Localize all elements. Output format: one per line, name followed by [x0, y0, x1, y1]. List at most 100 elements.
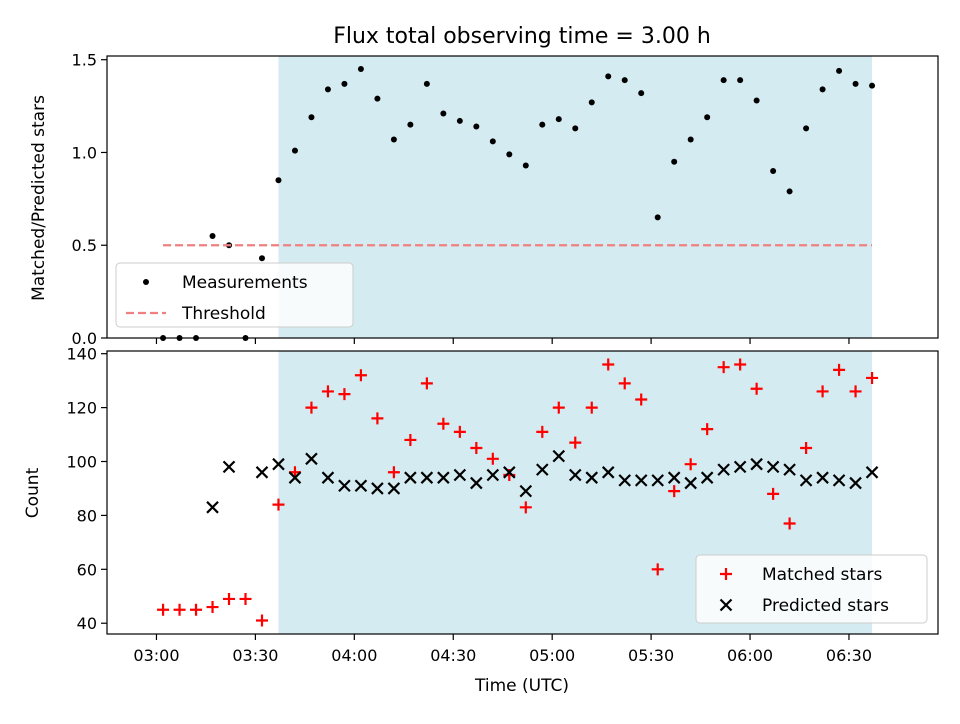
matched-stars-point — [157, 603, 170, 616]
measurement-point — [357, 65, 364, 72]
predicted-stars-point — [832, 474, 846, 487]
matched-stars-point — [239, 592, 252, 605]
legend-label: Measurements — [182, 273, 308, 293]
top-y-tick-label: 1.5 — [72, 51, 97, 70]
legend-label: Predicted stars — [762, 596, 889, 616]
predicted-stars-point — [536, 463, 549, 476]
matched-stars-point — [486, 452, 499, 465]
predicted-stars-point — [305, 452, 318, 466]
matched-stars-point — [173, 603, 186, 616]
x-tick-label: 03:00 — [133, 646, 179, 665]
bottom-axes-frame — [106, 350, 939, 635]
measurement-point — [687, 136, 694, 143]
matched-stars-point — [453, 425, 466, 438]
measurement-point — [753, 97, 760, 104]
predicted-stars-point — [437, 471, 450, 484]
bottom-panel: 40 60 80 100 120 140 03:00 03:30 04:00 04:30 05:00… — [66, 345, 939, 665]
measurement-point — [803, 125, 810, 132]
predicted-stars-point — [288, 471, 302, 484]
x-tick-label: 06:00 — [727, 646, 773, 665]
measurement-point — [638, 90, 645, 97]
predicted-stars-point — [503, 466, 516, 479]
top-y-tick-label: 0.5 — [72, 236, 97, 255]
predicted-stars-point — [717, 463, 730, 476]
predicted-stars-point — [321, 471, 335, 484]
predicted-stars-point — [404, 471, 417, 484]
matched-stars-point — [816, 385, 829, 398]
top-y-tick-label: 0.0 — [72, 329, 97, 348]
measurement-point — [324, 86, 331, 93]
matched-stars-point — [602, 358, 615, 371]
measurement-point — [671, 158, 678, 165]
measurement-point — [654, 214, 661, 221]
matched-stars-point — [833, 363, 846, 376]
matched-stars-point — [536, 425, 549, 438]
top-observing-window — [278, 56, 873, 338]
predicted-stars-point — [849, 476, 862, 490]
bottom-y-tick-label: 120 — [66, 399, 97, 418]
matched-stars-point — [354, 369, 367, 382]
matched-stars-point — [767, 487, 780, 500]
predicted-stars-point — [371, 482, 384, 495]
predicted-stars-point — [750, 457, 763, 471]
predicted-stars-point — [568, 468, 582, 482]
matched-stars-point — [701, 423, 714, 436]
matched-stars-point — [750, 382, 763, 395]
measurement-point — [258, 255, 265, 262]
measurement-point — [456, 117, 463, 124]
measurement-point — [209, 232, 216, 239]
predicted-stars-point — [865, 466, 879, 479]
legend-dot-marker — [143, 279, 149, 285]
matched-stars-point — [552, 401, 565, 414]
predicted-stars-point — [206, 501, 219, 514]
measurement-point — [489, 138, 496, 145]
legend-label: Matched stars — [762, 565, 882, 585]
predicted-stars-point — [667, 471, 681, 484]
matched-stars-point — [404, 433, 417, 446]
bottom-y-axis-label: Count — [23, 467, 43, 518]
predicted-stars-point — [255, 466, 269, 479]
matched-stars-point — [800, 442, 813, 455]
predicted-stars-point — [338, 479, 351, 493]
predicted-stars-point — [766, 460, 780, 474]
measurement-point — [819, 86, 826, 93]
predicted-stars-point — [799, 474, 813, 487]
top-legend-box — [115, 262, 354, 328]
legend-x-marker — [719, 598, 733, 612]
predicted-stars-point — [651, 474, 664, 487]
measurement-point — [291, 147, 298, 154]
top-y-tick-label: 1.0 — [72, 143, 97, 162]
predicted-stars-point — [519, 484, 533, 498]
predicted-stars-point — [453, 468, 467, 482]
predicted-stars-point — [486, 468, 500, 482]
bottom-y-tick-label: 100 — [66, 453, 97, 472]
matched-stars-point — [866, 371, 879, 384]
top-y-axis-label: Matched/Predicted stars — [29, 95, 49, 301]
chart-title: Flux total observing time = 3.00 h — [333, 24, 711, 49]
measurement-point — [539, 121, 546, 128]
measurement-point — [605, 73, 612, 80]
matched-stars-point — [519, 501, 532, 514]
x-tick-label: 04:30 — [430, 646, 476, 665]
matched-stars-point — [206, 601, 219, 614]
measurement-point — [588, 99, 595, 106]
matched-stars-point — [190, 603, 203, 616]
measurement-point — [737, 77, 744, 84]
bottom-series-2 — [206, 449, 879, 514]
predicted-stars-point — [272, 457, 285, 471]
measurement-point — [786, 188, 793, 195]
predicted-stars-point — [387, 482, 401, 495]
x-tick-label: 04:00 — [331, 646, 377, 665]
measurement-point — [852, 80, 859, 87]
bottom-legend: Matched stars Predicted stars — [695, 554, 928, 624]
matched-stars-point — [305, 401, 318, 414]
matched-stars-point — [684, 458, 697, 471]
measurement-point — [374, 95, 381, 102]
matched-stars-point — [651, 563, 664, 576]
top-axes-frame — [106, 55, 939, 339]
matched-stars-point — [387, 466, 400, 479]
measurement-point — [308, 114, 315, 121]
bottom-y-tick-label: 80 — [77, 506, 97, 525]
